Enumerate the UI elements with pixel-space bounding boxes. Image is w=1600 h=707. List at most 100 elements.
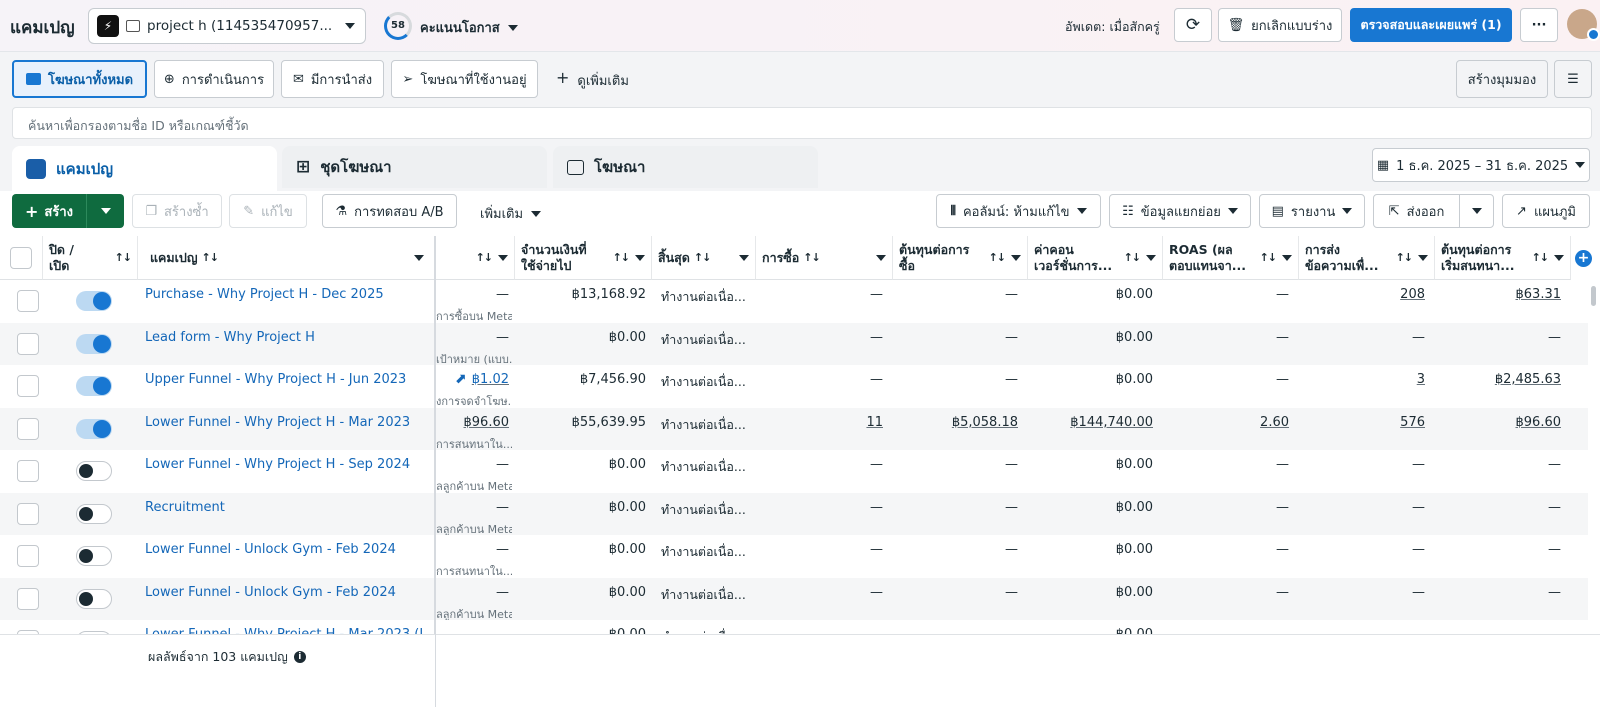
ab-test-button[interactable]: ⚗ การทดสอบ A/B [322,194,457,228]
tab-adsets[interactable]: ⊞ ชุดโฆษณา [282,146,547,188]
cost-per-conversation-value[interactable]: ฿2,485.63 [1494,372,1561,387]
account-selector[interactable]: ⚡ project h (114535470957... [88,8,366,44]
column-header-cost-per-purchase[interactable]: ต้นทุนต่อการ ซื้อ ↑↓ [893,236,1028,280]
more-options-button[interactable]: ··· [1520,8,1558,42]
purchases-value: — [870,330,883,345]
row-checkbox[interactable] [17,588,39,610]
campaign-toggle[interactable] [76,334,112,354]
flask-icon: ⚗ [335,203,348,219]
results-value[interactable]: ฿96.60 [463,415,510,430]
row-checkbox[interactable] [17,290,39,312]
duplicate-button[interactable]: ❐ สร้างซ้ำ [132,194,222,228]
columns-button[interactable]: ⫴ คอลัมน์: ห้ามแก้ไข [936,194,1101,228]
messages-value[interactable]: 3 [1416,372,1425,387]
campaign-toggle[interactable] [76,546,112,566]
table-row[interactable]: Lower Funnel - Unlock Gym - Feb 2024 — การ… [0,535,1588,578]
campaign-name-link[interactable]: Lead form - Why Project H [145,330,315,345]
tab-ads[interactable]: โฆษณา [553,146,818,188]
campaign-name-link[interactable]: Lower Funnel - Why Project H - Mar 2023 [145,415,411,430]
export-dropdown-button[interactable] [1459,194,1494,228]
campaign-name-link[interactable]: Lower Funnel - Unlock Gym - Feb 2024 [145,542,396,557]
select-all-checkbox[interactable] [10,246,32,269]
create-button[interactable]: + สร้าง [12,194,86,228]
filter-in-progress[interactable]: ⊕ การดำเนินการ [154,60,274,98]
row-checkbox[interactable] [17,460,39,482]
opportunity-score-menu[interactable]: คะแนนโอกาส [420,17,518,38]
create-view-button[interactable]: สร้างมุมมอง [1456,60,1548,98]
campaign-toggle[interactable] [76,376,112,396]
column-header-cost-per-conversation[interactable]: ต้นทุนต่อการ เริ่มสนทนา... ↑↓ [1435,236,1571,280]
column-header-spent[interactable]: จำนวนเงินที่ ใช้จ่ายไป ↑↓ [515,236,652,280]
table-row[interactable]: Lower Funnel - Why Project H - Mar 2023 ฿… [0,408,1588,451]
row-checkbox[interactable] [17,375,39,397]
roas-value[interactable]: 2.60 [1260,415,1289,430]
table-row[interactable]: Recruitment — ลลูกค้าบน Meta ฿0.00 ทำงานต่อเ… [0,493,1588,536]
filter-active-ads[interactable]: ➢ โฆษณาที่ใช้งานอยู่ [391,60,538,98]
table-row[interactable]: Upper Funnel - Why Project H - Jun 2023 ฿… [0,365,1588,408]
breakdown-button[interactable]: ☷ ข้อมูลแยกย่อย [1109,194,1251,228]
column-cost-per-purchase-label: ต้นทุนต่อการ ซื้อ [899,241,970,273]
campaign-name-link[interactable]: Purchase - Why Project H - Dec 2025 [145,287,384,302]
campaign-toggle[interactable] [76,291,112,311]
column-header-purchases[interactable]: การซื้อ ↑↓ [756,236,893,280]
view-settings-button[interactable]: ☰ [1554,60,1592,98]
review-publish-button[interactable]: ตรวจสอบและเผยแพร่ (1) [1350,8,1512,42]
column-header-results[interactable]: ↑↓ [436,236,515,280]
avatar[interactable] [1567,9,1600,41]
create-dropdown-button[interactable] [86,194,124,228]
tab-campaigns[interactable]: แคมเปญ [12,146,277,191]
results-type-text: ลลูกค้าบน Meta [436,608,512,621]
conversion-value[interactable]: ฿144,740.00 [1070,415,1153,430]
results-value[interactable]: ฿1.02 [471,372,509,387]
campaign-name-link[interactable]: Lower Funnel - Why Project H - Sep 2024 [145,457,411,472]
grid-icon: ⊞ [296,157,311,177]
cost-per-conversation-value[interactable]: ฿96.60 [1515,415,1562,430]
charts-button[interactable]: ↗ แผนภูมิ [1502,194,1590,228]
filter-all-ads[interactable]: โฆษณาทั้งหมด [12,60,147,98]
add-column-icon[interactable]: + [1575,250,1592,267]
end-date-value: ทำงานต่อเนื่อ... [661,374,746,389]
info-icon[interactable]: i [293,651,306,663]
date-range-picker[interactable]: ▦ 1 ธ.ค. 2025 – 31 ธ.ค. 2025 [1372,148,1590,182]
filter-delivering[interactable]: ✉ มีการนำส่ง [281,60,384,98]
table-row[interactable]: Lead form - Why Project H — เป้าหมาย (แบบ.… [0,323,1588,366]
campaign-toggle[interactable] [76,461,112,481]
messages-value[interactable]: 576 [1400,415,1425,430]
campaign-toggle[interactable] [76,504,112,524]
cost-per-conversation-value: — [1548,330,1561,345]
campaign-toggle[interactable] [76,419,112,439]
column-header-conversion-value[interactable]: ค่าคอน เวอร์ชั่นการ... ↑↓ [1028,236,1163,280]
account-name: project h (114535470957... [147,18,333,34]
table-row[interactable]: Lower Funnel - Unlock Gym - Feb 2024 — ลลู… [0,578,1588,621]
refresh-button[interactable]: ⟳ [1174,8,1212,42]
search-bar[interactable]: ค้นหาเพื่อกรองตามชื่อ ID หรือเกณฑ์ชี้วัด [12,107,1592,139]
row-checkbox[interactable] [17,333,39,355]
end-date-value: ทำงานต่อเนื่อ... [661,332,746,347]
column-header-onoff[interactable]: ปิด / เปิด ↑↓ [43,236,138,280]
edit-button[interactable]: ✎ แก้ไข [229,194,307,228]
reports-button[interactable]: ▤ รายงาน [1259,194,1365,228]
row-checkbox[interactable] [17,418,39,440]
campaign-name-link[interactable]: Recruitment [145,500,225,515]
see-more-filters[interactable]: + ดูเพิ่มเติม [556,70,629,91]
column-header-ends[interactable]: สิ้นสุด ↑↓ [652,236,756,280]
export-button[interactable]: ⇱ ส่งออก [1373,194,1460,228]
vertical-scrollbar[interactable] [1591,286,1596,306]
table-row[interactable]: Purchase - Why Project H - Dec 2025 — การซ… [0,280,1588,323]
messages-value[interactable]: 208 [1400,287,1425,302]
purchases-value[interactable]: 11 [866,415,883,430]
cost-per-conversation-value[interactable]: ฿63.31 [1515,287,1562,302]
row-checkbox[interactable] [17,545,39,567]
more-actions-menu[interactable]: เพิ่มเติม [480,203,542,224]
opportunity-score-ring[interactable]: 58 [384,12,412,40]
column-header-roas[interactable]: ROAS (ผล ตอบแทนจา... ↑↓ [1163,236,1299,280]
column-header-campaign[interactable]: แคมเปญ ↑↓ [138,236,435,280]
campaign-toggle[interactable] [76,589,112,609]
discard-draft-button[interactable]: 🗑 ยกเลิกแบบร่าง [1218,8,1342,42]
column-header-messages[interactable]: การส่ง ข้อความเพื่... ↑↓ [1299,236,1435,280]
table-row[interactable]: Lower Funnel - Why Project H - Sep 2024 —… [0,450,1588,493]
cost-per-purchase-value[interactable]: ฿5,058.18 [951,415,1018,430]
campaign-name-link[interactable]: Lower Funnel - Unlock Gym - Feb 2024 [145,585,396,600]
row-checkbox[interactable] [17,503,39,525]
campaign-name-link[interactable]: Upper Funnel - Why Project H - Jun 2023 [145,372,407,387]
